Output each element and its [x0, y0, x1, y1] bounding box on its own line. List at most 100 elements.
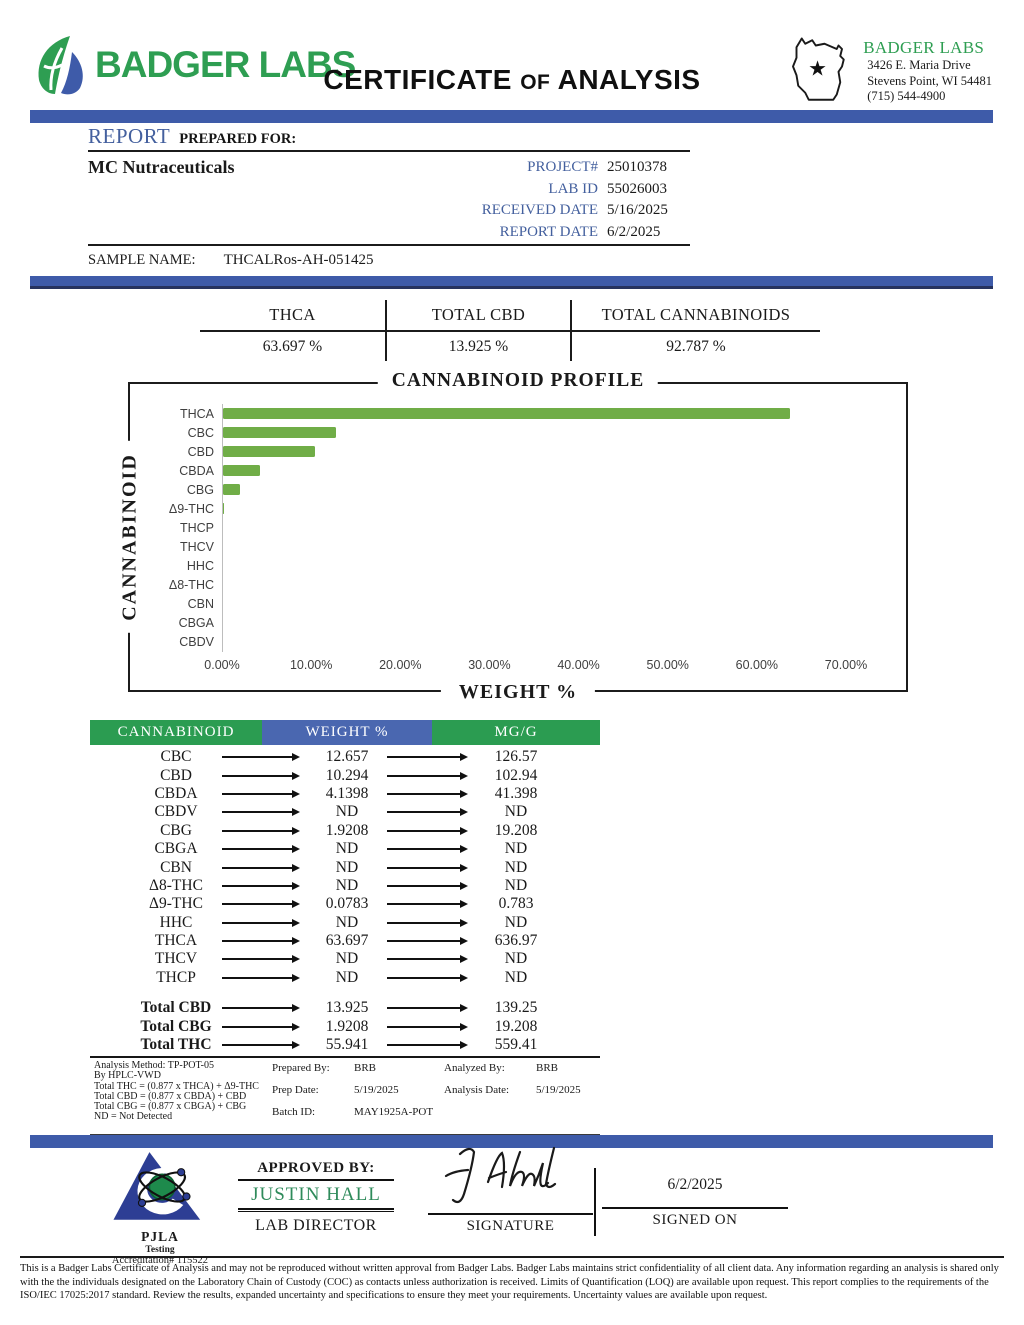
results-row: Δ8-THC ND ND [90, 877, 600, 895]
arrow-icon [387, 771, 468, 780]
report-heading: REPORT PREPARED FOR: [88, 124, 690, 149]
lab-name: BADGER LABS [863, 38, 985, 57]
header-divider-bar [30, 110, 993, 123]
method-note-line: Total CBG = (0.877 x CBGA) + CBG [94, 1101, 247, 1113]
double-divider-line [238, 1208, 394, 1212]
cannabinoid-name: THCP [156, 968, 196, 986]
chart-bar [223, 465, 260, 477]
pjla-testing-label: Testing [145, 1245, 175, 1255]
cannabinoid-name: THCV [154, 950, 198, 968]
star-icon: ★ [808, 56, 827, 80]
mg-per-g-value: 0.783 [498, 895, 534, 913]
cannabinoid-name: Δ8-THC [149, 876, 203, 894]
arrow-icon [222, 955, 300, 964]
mg-per-g-value: ND [504, 803, 528, 821]
weight-percent-value: ND [335, 913, 359, 931]
results-row: CBDA 4.1398 41.398 [90, 785, 600, 803]
chart-bar-row [223, 404, 846, 423]
disclaimer-text: This is a Badger Labs Certificate of Ana… [20, 1263, 999, 1301]
chart-bar [223, 503, 224, 515]
prep-notes: Prepared By: BRB Prep Date: 5/19/2025 Ba… [272, 1061, 444, 1127]
badger-labs-logo: BADGER LABS [34, 34, 356, 96]
approval-divider-bar [30, 1135, 993, 1148]
handwritten-signature [444, 1146, 556, 1204]
prepared-for-label: PREPARED FOR: [179, 131, 297, 147]
chart-title: CANNABINOID PROFILE [377, 370, 659, 392]
chart-category-label: CBC [187, 425, 214, 440]
analysis-notes: Analysis Method: TP-POT-05 By HPLC-VWD Tot… [90, 1056, 600, 1136]
x-axis-tick-label: 0.00% [204, 658, 240, 672]
weight-percent-value: 55.941 [325, 1036, 369, 1054]
cannabinoid-name: HHC [159, 913, 193, 931]
arrow-icon [222, 789, 300, 798]
chart-bar-row [223, 576, 846, 595]
weight-percent-value: 63.697 [325, 932, 369, 950]
cannabinoid-name: CBG [160, 821, 192, 839]
chart-category-label: CBDV [179, 635, 214, 650]
mg-per-g-value: ND [504, 858, 528, 876]
results-table-header: CANNABINOID WEIGHT % MG/G [90, 720, 600, 745]
analysis-field-value: BRB [536, 1062, 559, 1075]
results-column-header: MG/G [432, 720, 600, 745]
summary-values-row: 63.697 % 13.925 % 92.787 % [200, 332, 820, 361]
x-axis-tick-label: 20.00% [379, 658, 422, 672]
cannabinoid-name: CBDV [154, 803, 198, 821]
logo-wordmark: BADGER LABS [95, 44, 356, 85]
mg-per-g-value: 559.41 [494, 1036, 538, 1054]
chart-bar-row [223, 480, 846, 499]
footer: This is a Badger Labs Certificate of Ana… [20, 1256, 1004, 1303]
pjla-logo-icon [113, 1152, 201, 1220]
cannabinoid-name: CBC [160, 748, 192, 766]
mg-per-g-value: 102.94 [494, 766, 538, 784]
divider-line [88, 244, 690, 246]
method-note-line: By HPLC-VWD [94, 1070, 161, 1082]
report-field-value: 55026003 [607, 180, 667, 197]
arrow-icon [222, 753, 300, 762]
weight-percent-value: 10.294 [325, 766, 369, 784]
results-row: THCP ND ND [90, 969, 600, 987]
results-column-header: CANNABINOID [90, 720, 262, 745]
arrow-icon [387, 1022, 468, 1031]
signature-block: SIGNATURE [428, 1142, 593, 1235]
report-field-label: RECEIVED DATE [481, 202, 598, 218]
results-table-rows: CBC 12.657 126.57 CBD 10.294 102.94 CBDA… [90, 748, 600, 987]
arrow-icon [387, 753, 468, 762]
lab-address-card: ★ BADGER LABS 3426 E. Maria Drive Steven… [786, 30, 992, 110]
weight-percent-value: 0.0783 [325, 895, 369, 913]
chart-bar-row [223, 461, 846, 480]
analysis-field-label: Analysis Date: [444, 1084, 510, 1097]
results-row: HHC ND ND [90, 914, 600, 932]
lab-address-line1: 3426 E. Maria Drive [867, 58, 971, 72]
arrow-icon [387, 789, 468, 798]
report-field-label: REPORT DATE [499, 223, 598, 240]
report-field-label: LAB ID [548, 180, 598, 197]
results-column-header: WEIGHT % [262, 720, 432, 745]
arrow-icon [222, 918, 300, 927]
arrow-icon [387, 881, 468, 890]
arrow-icon [387, 973, 468, 982]
report-field-value: 6/2/2025 [607, 223, 661, 240]
arrow-icon [222, 973, 300, 982]
arrow-icon [222, 881, 300, 890]
weight-percent-value: 4.1398 [325, 784, 369, 802]
page-title: CERTIFICATE OF ANALYSIS [323, 64, 701, 95]
x-axis-tick-label: 30.00% [468, 658, 511, 672]
arrow-icon [387, 1041, 468, 1050]
chart-bar-row [223, 557, 846, 576]
results-row: THCV ND ND [90, 950, 600, 968]
cannabinoid-name: Total CBG [140, 1017, 212, 1035]
results-table-totals: Total CBD 13.925 139.25 Total CBG 1.9208… [90, 999, 600, 1054]
chart-bar-row [223, 518, 846, 537]
analysis-field-value: 5/19/2025 [536, 1084, 581, 1097]
divider-line [88, 150, 690, 152]
summary-metric-value: 13.925 % [385, 332, 570, 361]
arrow-icon [387, 845, 468, 854]
mg-per-g-value: ND [504, 913, 528, 931]
chart-category-label: THCV [179, 540, 214, 555]
prep-field-label: Prepared By: [272, 1062, 330, 1075]
chart-category-label: Δ9-THC [168, 501, 214, 516]
chart-bar [223, 484, 241, 496]
weight-percent-value: 12.657 [325, 748, 369, 766]
chart-x-axis-label: WEIGHT % [440, 681, 596, 704]
weight-percent-value: ND [335, 876, 359, 894]
